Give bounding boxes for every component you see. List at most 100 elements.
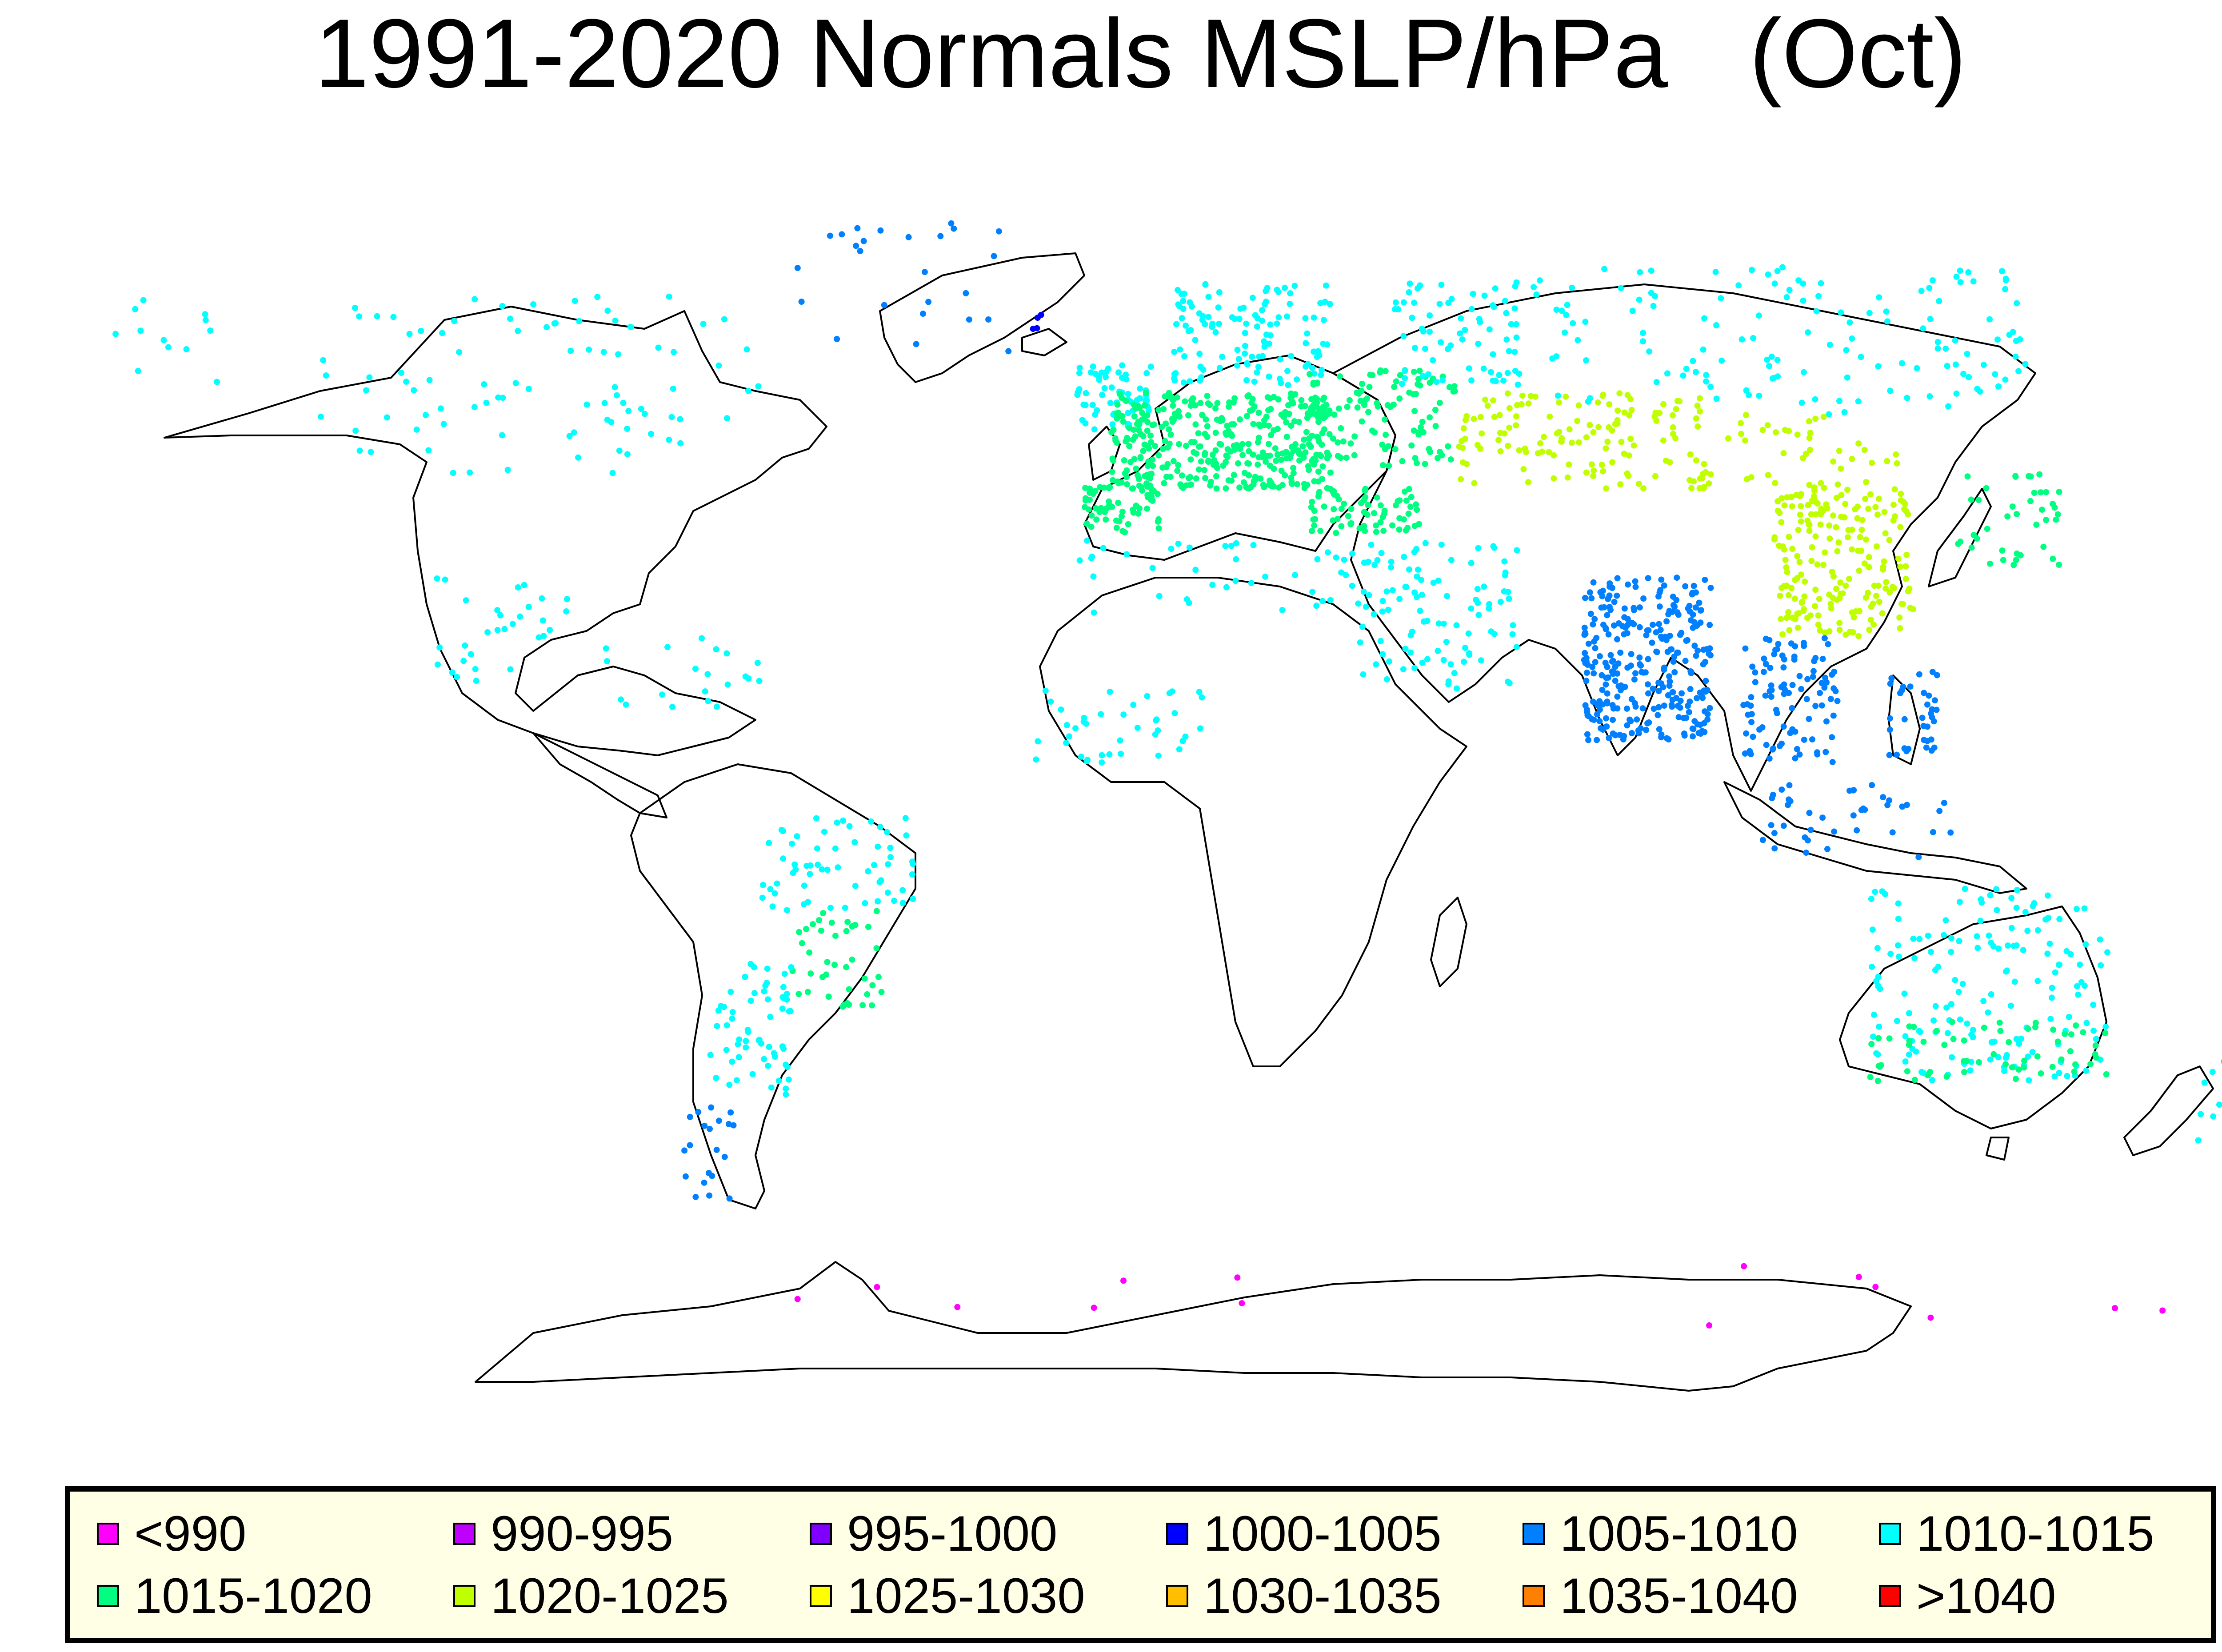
station-marker	[463, 597, 469, 604]
station-marker	[832, 933, 839, 939]
station-marker	[2048, 994, 2055, 1001]
station-marker	[1139, 416, 1146, 423]
station-marker	[1743, 730, 1750, 737]
station-marker	[1624, 616, 1631, 622]
station-marker	[1606, 401, 1613, 407]
station-marker	[1920, 1038, 1927, 1045]
station-marker	[2014, 300, 2020, 307]
station-marker	[885, 861, 891, 868]
station-marker	[616, 447, 623, 454]
station-marker	[1929, 1077, 1935, 1083]
station-marker	[1981, 1025, 1987, 1031]
station-marker	[1953, 273, 1960, 280]
station-marker	[1824, 846, 1830, 852]
station-marker	[774, 880, 780, 887]
station-marker	[1811, 658, 1818, 664]
station-marker	[1289, 392, 1296, 399]
station-marker	[1862, 595, 1869, 601]
station-marker	[1786, 287, 1793, 293]
station-marker	[1331, 506, 1337, 512]
station-marker	[1677, 698, 1684, 704]
station-marker	[1419, 373, 1426, 379]
station-marker	[2050, 555, 2056, 562]
station-marker	[1656, 621, 1662, 627]
station-marker	[1231, 421, 1237, 427]
station-marker	[1929, 669, 1936, 675]
station-marker	[815, 862, 821, 868]
station-marker	[1249, 354, 1255, 360]
station-marker	[807, 970, 814, 977]
station-marker	[1502, 298, 1508, 304]
station-marker	[398, 370, 404, 376]
station-marker	[1337, 373, 1343, 380]
station-marker	[1283, 419, 1290, 426]
legend-item: 990-995	[453, 1505, 673, 1563]
station-marker	[2004, 513, 2011, 520]
station-marker	[1432, 423, 1439, 429]
station-marker	[2017, 336, 2023, 343]
station-marker	[1587, 422, 1593, 428]
station-marker	[1605, 596, 1611, 602]
station-marker	[816, 917, 823, 923]
station-marker	[1252, 312, 1259, 319]
station-marker	[1825, 641, 1831, 647]
station-marker	[1203, 416, 1209, 423]
station-marker	[1861, 560, 1868, 567]
station-marker	[1770, 746, 1776, 753]
station-marker	[1707, 471, 1714, 478]
station-marker	[1309, 365, 1315, 371]
legend-swatch	[453, 1523, 476, 1545]
station-marker	[1275, 484, 1282, 491]
station-marker	[507, 666, 514, 673]
station-marker	[1235, 460, 1241, 467]
station-marker	[1520, 466, 1527, 472]
station-marker	[1403, 497, 1410, 504]
station-marker	[2047, 1016, 2054, 1022]
station-marker	[1326, 411, 1332, 417]
station-marker	[1267, 395, 1273, 402]
station-marker	[1099, 759, 1105, 766]
station-marker	[1910, 935, 1917, 942]
station-marker	[920, 311, 926, 317]
station-marker	[1974, 945, 1981, 951]
station-marker	[1311, 402, 1317, 408]
station-marker	[1582, 702, 1589, 709]
station-marker	[985, 316, 992, 323]
station-marker	[1855, 440, 1862, 447]
station-marker	[1750, 734, 1756, 740]
station-marker	[1310, 516, 1317, 523]
station-marker	[575, 454, 581, 461]
station-marker	[1249, 295, 1256, 301]
station-marker	[1842, 583, 1849, 589]
station-marker	[1706, 705, 1713, 711]
station-marker	[1172, 370, 1179, 376]
station-marker	[1396, 395, 1403, 402]
station-marker	[1780, 450, 1787, 457]
station-marker	[1274, 320, 1280, 327]
station-marker	[539, 595, 545, 602]
station-marker	[1107, 400, 1114, 406]
station-marker	[1179, 472, 1185, 479]
legend-swatch	[810, 1523, 832, 1545]
legend-item: 1030-1035	[1166, 1567, 1442, 1625]
station-marker	[735, 1054, 742, 1061]
station-marker	[1187, 456, 1194, 463]
station-marker	[1798, 571, 1804, 578]
station-marker	[1884, 802, 1891, 808]
station-marker	[1234, 1274, 1241, 1281]
station-marker	[910, 896, 916, 902]
station-marker	[1491, 303, 1497, 310]
station-marker	[1738, 420, 1744, 427]
station-marker	[440, 421, 447, 427]
station-marker	[1645, 627, 1652, 634]
station-marker	[1774, 357, 1781, 363]
station-marker	[1185, 475, 1192, 481]
station-marker	[1968, 1031, 1975, 1038]
station-marker	[2018, 1035, 2025, 1042]
station-marker	[1518, 401, 1525, 407]
station-marker	[813, 815, 819, 822]
station-marker	[775, 1077, 782, 1084]
station-marker	[1392, 446, 1399, 452]
station-marker	[1144, 693, 1151, 699]
station-marker	[462, 642, 468, 649]
